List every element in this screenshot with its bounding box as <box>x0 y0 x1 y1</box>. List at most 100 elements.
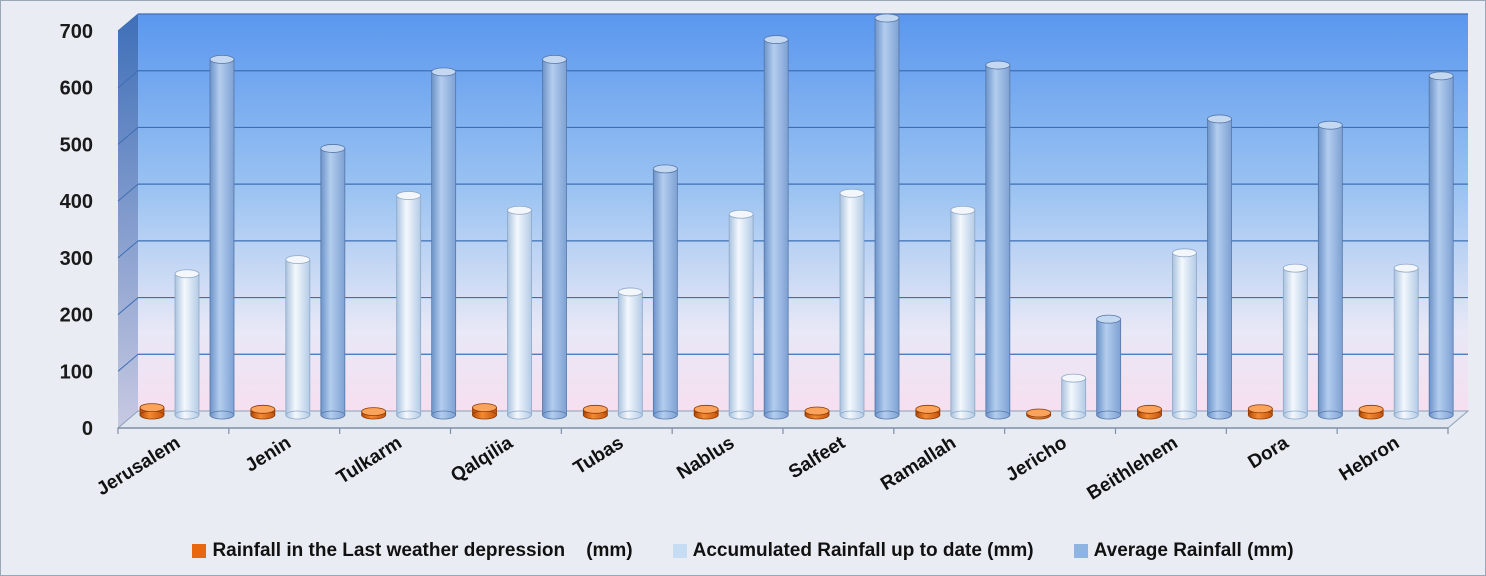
bar-body <box>985 64 1011 416</box>
legend-item-average: Average Rainfall (mm) <box>1073 540 1294 562</box>
bar-last-depression <box>693 404 719 420</box>
bar-average <box>1317 120 1343 420</box>
bar-body <box>396 195 422 416</box>
y-tick-label: 700 <box>60 21 93 43</box>
bar-accumulated <box>1061 373 1087 420</box>
bar-average <box>1096 314 1122 420</box>
bar-base <box>617 410 643 420</box>
bar-average <box>874 13 900 420</box>
bar-top <box>652 164 678 174</box>
bar-base <box>507 410 532 420</box>
bar-last-depression <box>1026 408 1052 420</box>
bar-accumulated <box>1393 263 1419 420</box>
bar-base <box>320 410 346 420</box>
bar-accumulated <box>839 188 865 420</box>
legend-item-accumulated: Accumulated Rainfall up to date (mm) <box>672 540 1034 562</box>
x-category-label: Nablus <box>673 432 738 483</box>
bar-body <box>507 209 532 416</box>
bar-base <box>985 410 1011 420</box>
chart-back-wall <box>138 14 1468 411</box>
bar-accumulated <box>950 205 976 420</box>
bar-last-depression <box>1358 404 1384 420</box>
bar-top <box>507 205 532 215</box>
chart-side-wall <box>118 14 138 428</box>
gridline-side <box>117 353 139 372</box>
bar-top <box>361 407 387 416</box>
bar-top <box>1026 408 1052 418</box>
x-category-label: Hebron <box>1336 432 1404 485</box>
y-tick-label: 100 <box>60 361 93 383</box>
y-tick-label: 300 <box>60 248 93 270</box>
bar-body <box>874 17 900 416</box>
bar-top <box>728 209 754 219</box>
bar-base <box>1096 410 1122 420</box>
chart-legend: Rainfall in the Last weather depression … <box>1 537 1485 565</box>
bar-last-depression <box>1137 404 1162 420</box>
bar-average <box>431 67 457 420</box>
bar-last-depression <box>361 407 387 420</box>
rainfall-chart: 0 100 200 300 400 500 600 700 Jerusalem Jenin Tul… <box>60 13 1470 505</box>
bar-body <box>839 192 865 416</box>
bar-top <box>431 67 457 77</box>
bar-top <box>1428 71 1454 81</box>
bar-base <box>652 410 678 420</box>
bar-top <box>1317 120 1343 130</box>
legend-label-accumulated: Accumulated Rainfall up to date (mm) <box>692 540 1034 561</box>
bar-base <box>874 410 900 420</box>
bar-accumulated <box>1172 248 1197 420</box>
bar-base <box>728 410 754 420</box>
bar-average <box>652 164 678 420</box>
bar-top <box>1393 263 1419 273</box>
bar-top <box>1358 404 1384 414</box>
bar-body <box>1096 318 1122 416</box>
bar-body <box>209 59 235 416</box>
bar-average <box>1428 71 1454 420</box>
x-category-label: Salfeet <box>785 432 850 483</box>
bar-accumulated <box>1282 263 1308 420</box>
bar-top <box>1061 373 1087 383</box>
bar-base <box>285 410 311 420</box>
bar-body <box>1061 377 1087 416</box>
bar-body <box>1207 118 1232 416</box>
bar-last-depression <box>139 403 165 420</box>
gridline-side <box>117 70 139 89</box>
bar-last-depression <box>804 406 830 420</box>
bar-top <box>396 191 422 200</box>
bar-body <box>542 59 567 416</box>
bar-base <box>1317 410 1343 420</box>
bar-top <box>320 144 346 153</box>
bar-average <box>985 60 1011 420</box>
bar-top <box>1282 263 1308 273</box>
bar-accumulated <box>285 255 311 420</box>
bar-body <box>1317 124 1343 416</box>
bar-top <box>1207 114 1232 124</box>
bar-base <box>1207 410 1232 420</box>
bar-base <box>542 410 567 420</box>
bar-top <box>542 55 567 64</box>
bar-body <box>1282 267 1308 416</box>
x-category-label: Jericho <box>1002 432 1070 486</box>
legend-swatch-accumulated <box>672 544 687 558</box>
y-tick-label: 200 <box>60 305 93 327</box>
y-tick-label: 500 <box>60 134 93 156</box>
bar-accumulated <box>617 287 643 420</box>
bar-top <box>250 404 276 414</box>
bar-last-depression <box>472 403 497 420</box>
x-category-label: Ramallah <box>877 432 960 495</box>
bar-base <box>174 410 200 420</box>
bar-base <box>950 410 976 420</box>
bar-accumulated <box>174 269 200 420</box>
bar-top <box>804 406 830 416</box>
bar-average <box>209 55 235 420</box>
bar-body <box>1393 267 1419 416</box>
bar-top <box>950 205 976 215</box>
bar-base <box>139 410 165 420</box>
bar-top <box>285 255 311 265</box>
legend-label-last-depression: Rainfall in the Last weather depression … <box>212 540 633 561</box>
bar-top <box>693 404 719 414</box>
bar-base <box>209 410 235 420</box>
bar-accumulated <box>507 205 532 420</box>
bar-base <box>1393 410 1419 420</box>
gridline-side <box>117 240 139 259</box>
